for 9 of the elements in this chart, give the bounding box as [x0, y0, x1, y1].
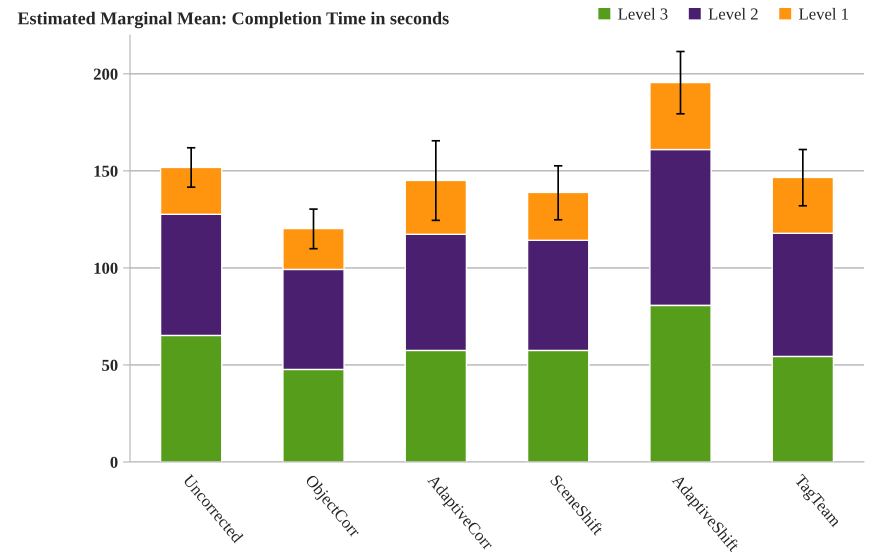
y-tick-label: 0	[110, 456, 118, 468]
y-tick-label: 150	[94, 166, 118, 177]
legend-label: Level 2	[708, 8, 758, 20]
y-tick-label: 50	[102, 360, 118, 371]
legend-label: Level 3	[618, 8, 668, 20]
y-tick-label: 100	[94, 262, 118, 274]
chart-title: Estimated Marginal Mean: Completion Time in seconds	[18, 12, 449, 28]
y-tick-label: 200	[94, 68, 118, 80]
legend-label: Level 1	[799, 8, 848, 20]
